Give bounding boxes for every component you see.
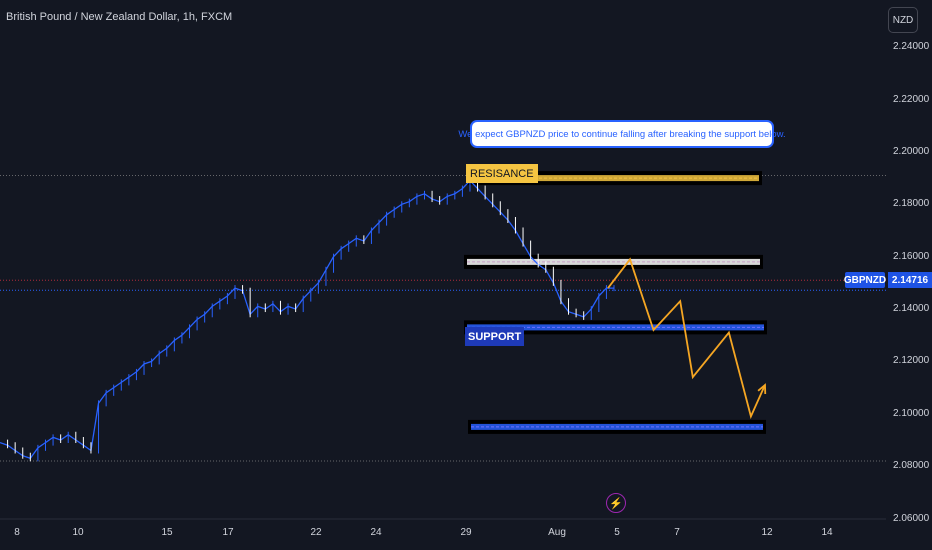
price-tick-label: 2.22000 — [893, 93, 930, 105]
price-tick-label: 2.18000 — [893, 198, 930, 210]
resistance-label: RESISANCE — [466, 164, 538, 183]
time-tick-label: 8 — [14, 527, 20, 538]
price-tick-label: 2.12000 — [893, 355, 930, 367]
forecast-callout: We expect GBPNZD price to continue falli… — [458, 120, 786, 148]
price-tick-label: 2.20000 — [893, 145, 930, 157]
lightning-icon[interactable]: ⚡ — [606, 493, 626, 513]
projection-path — [607, 257, 767, 420]
time-tick-label: Aug — [548, 527, 566, 538]
time-tick-label: 15 — [161, 527, 173, 538]
time-tick-label: 14 — [821, 527, 833, 538]
price-line — [0, 179, 614, 460]
mid-zone — [464, 254, 763, 269]
price-tick-label: 2.16000 — [893, 250, 930, 262]
time-tick-label: 10 — [72, 527, 84, 538]
dotted-reference-lines — [0, 174, 886, 462]
price-tick-label: 2.24000 — [893, 41, 930, 53]
time-tick-label: 29 — [460, 527, 472, 538]
time-tick-label: 12 — [761, 527, 773, 538]
price-tick-label: 2.14000 — [893, 303, 930, 315]
time-tick-label: 7 — [674, 527, 680, 538]
support-zone — [464, 320, 767, 335]
time-tick-label: 22 — [310, 527, 322, 538]
price-tick-label: 2.10000 — [893, 407, 930, 419]
symbol-price-tag: GBPNZD — [844, 272, 886, 288]
price-series — [0, 177, 615, 462]
target-zone — [468, 419, 766, 434]
time-tick-label: 17 — [222, 527, 234, 538]
price-tick-label: 2.08000 — [893, 460, 930, 472]
price-tick-label: 2.06000 — [893, 512, 930, 524]
support-label: SUPPORT — [465, 327, 525, 346]
level-zones — [464, 171, 767, 434]
current-price-tag: 2.14716 — [888, 272, 932, 288]
resistance-zone — [466, 171, 762, 186]
time-tick-label: 5 — [614, 527, 620, 538]
currency-button[interactable]: NZD — [888, 7, 918, 33]
chart-title: British Pound / New Zealand Dollar, 1h, … — [6, 11, 233, 23]
projection-line — [607, 257, 766, 420]
projection-arrowhead — [757, 383, 767, 395]
time-tick-label: 24 — [370, 527, 382, 538]
